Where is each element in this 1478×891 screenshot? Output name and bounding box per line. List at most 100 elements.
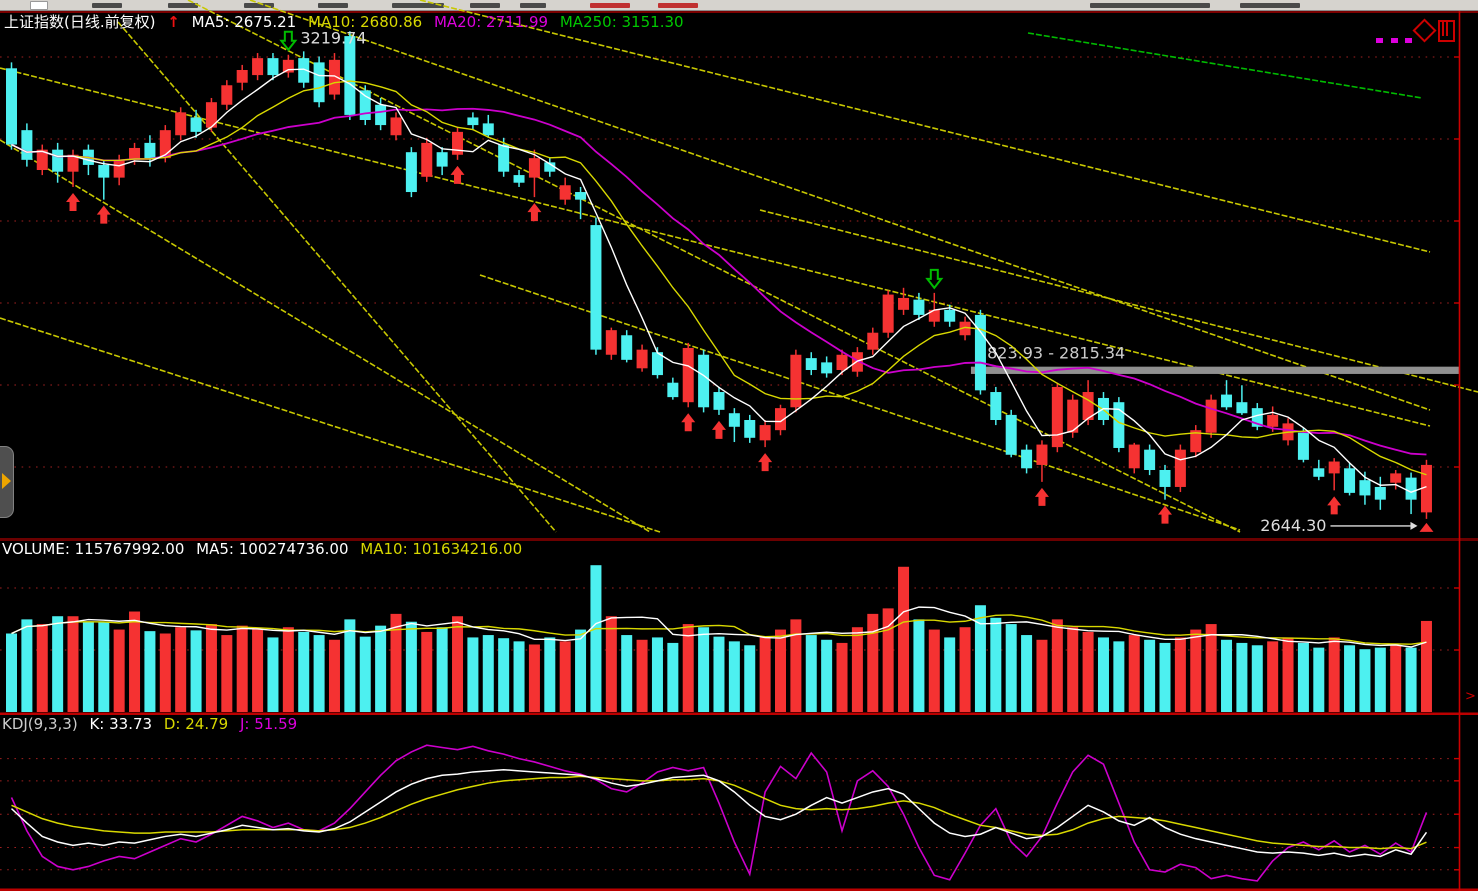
candle xyxy=(528,158,540,178)
candle xyxy=(1067,399,1079,433)
volume-ma10-line xyxy=(11,614,1427,645)
candle xyxy=(21,130,33,160)
candle xyxy=(467,117,479,126)
toolbar-item[interactable] xyxy=(168,3,198,8)
candle xyxy=(1144,449,1156,470)
candle xyxy=(205,102,217,128)
candle xyxy=(1082,392,1094,420)
candle xyxy=(190,117,202,132)
trendlines xyxy=(0,0,1478,533)
volume-bar xyxy=(744,645,756,712)
toolbar-item[interactable] xyxy=(392,3,444,8)
more-options-dot-icon[interactable] xyxy=(1405,38,1412,43)
more-options-dot-icon[interactable] xyxy=(1391,38,1398,43)
volume-bar xyxy=(6,633,17,712)
sell-arrow-icon xyxy=(279,30,298,52)
candle xyxy=(113,159,125,178)
volume-bar xyxy=(759,637,771,712)
volume-bar xyxy=(944,637,956,712)
candle xyxy=(1390,473,1402,483)
toolbar-alert-button[interactable] xyxy=(590,3,630,8)
volume-bar xyxy=(1221,639,1233,712)
volume-bar xyxy=(1328,637,1340,712)
volume-bar xyxy=(898,566,910,712)
candle xyxy=(744,420,756,438)
volume-bar xyxy=(851,627,863,712)
volume-bar xyxy=(129,611,141,712)
volume-bar xyxy=(1097,637,1109,712)
volume-ma-lines xyxy=(11,606,1427,648)
volume-bar xyxy=(282,627,294,712)
candle xyxy=(452,131,464,155)
volume-bar xyxy=(359,636,371,712)
volume-bar xyxy=(21,619,33,712)
more-options-dot-icon[interactable] xyxy=(1376,38,1383,43)
candle xyxy=(1236,402,1248,414)
candle xyxy=(575,192,587,200)
toolbar-item[interactable] xyxy=(92,3,122,8)
volume-bar xyxy=(482,635,494,712)
volume-bar xyxy=(175,627,187,712)
candle xyxy=(867,332,879,350)
candle xyxy=(236,70,248,83)
toolbar-item[interactable] xyxy=(470,3,500,8)
toolbar-item[interactable] xyxy=(318,3,348,8)
candle xyxy=(1297,432,1309,460)
volume-bar xyxy=(190,630,202,712)
volume-bar xyxy=(1128,635,1140,712)
toolbar-item[interactable] xyxy=(1090,3,1210,8)
volume-bar xyxy=(1190,629,1202,712)
candle xyxy=(882,294,894,333)
candle xyxy=(129,147,141,160)
toolbar-icon[interactable] xyxy=(30,1,48,10)
candle xyxy=(1190,430,1202,453)
toolbar-item[interactable] xyxy=(244,3,274,8)
window-layout-icon[interactable] xyxy=(1438,20,1455,42)
sidebar-expand-tab[interactable] xyxy=(0,446,14,518)
volume-bar xyxy=(98,622,110,712)
candle xyxy=(667,382,679,398)
volume-bar xyxy=(236,625,248,712)
volume-bars xyxy=(6,565,1432,712)
volume-bar xyxy=(805,635,817,712)
toolbar-item[interactable] xyxy=(1240,3,1300,8)
volume-bar xyxy=(728,641,740,712)
diamond-tool-icon[interactable] xyxy=(1412,18,1437,43)
candle xyxy=(375,104,387,126)
volume-bar xyxy=(452,616,464,712)
volume-bar xyxy=(790,619,802,712)
candle xyxy=(498,144,510,172)
volume-bar xyxy=(775,629,786,712)
candle xyxy=(590,225,602,350)
volume-bar xyxy=(221,635,233,712)
volume-bar xyxy=(1297,642,1309,712)
candle xyxy=(1021,449,1033,469)
price-zone: 2823.93 - 2815.34 xyxy=(970,344,1459,374)
toolbar-item[interactable] xyxy=(520,3,546,8)
ma10-value: MA10: 2680.86 xyxy=(308,13,423,31)
candle xyxy=(1420,464,1432,513)
volume-bar xyxy=(1344,645,1356,712)
candle xyxy=(651,352,663,376)
kdj-j-value: J: 51.59 xyxy=(239,715,298,733)
toolbar-alert-button[interactable] xyxy=(658,3,698,8)
panel-divider xyxy=(0,11,1478,13)
top-toolbar[interactable] xyxy=(0,0,1478,11)
candle xyxy=(1251,408,1263,427)
axis-frame: > xyxy=(0,11,1478,891)
candle xyxy=(944,309,956,322)
volume-bar xyxy=(913,619,925,712)
kdj-panel-header: KDJ(9,3,3) K: 33.73 D: 24.79 J: 51.59 xyxy=(2,716,304,733)
candle xyxy=(1051,386,1063,448)
candle xyxy=(1405,477,1417,500)
candle xyxy=(1221,394,1233,408)
volume-bar xyxy=(1313,647,1325,712)
volume-bar xyxy=(1374,647,1386,712)
volume-bar xyxy=(421,631,433,712)
volume-bar xyxy=(1082,631,1094,712)
candle xyxy=(390,117,402,136)
ma20-line xyxy=(11,107,1427,456)
volume-bar xyxy=(328,639,340,712)
